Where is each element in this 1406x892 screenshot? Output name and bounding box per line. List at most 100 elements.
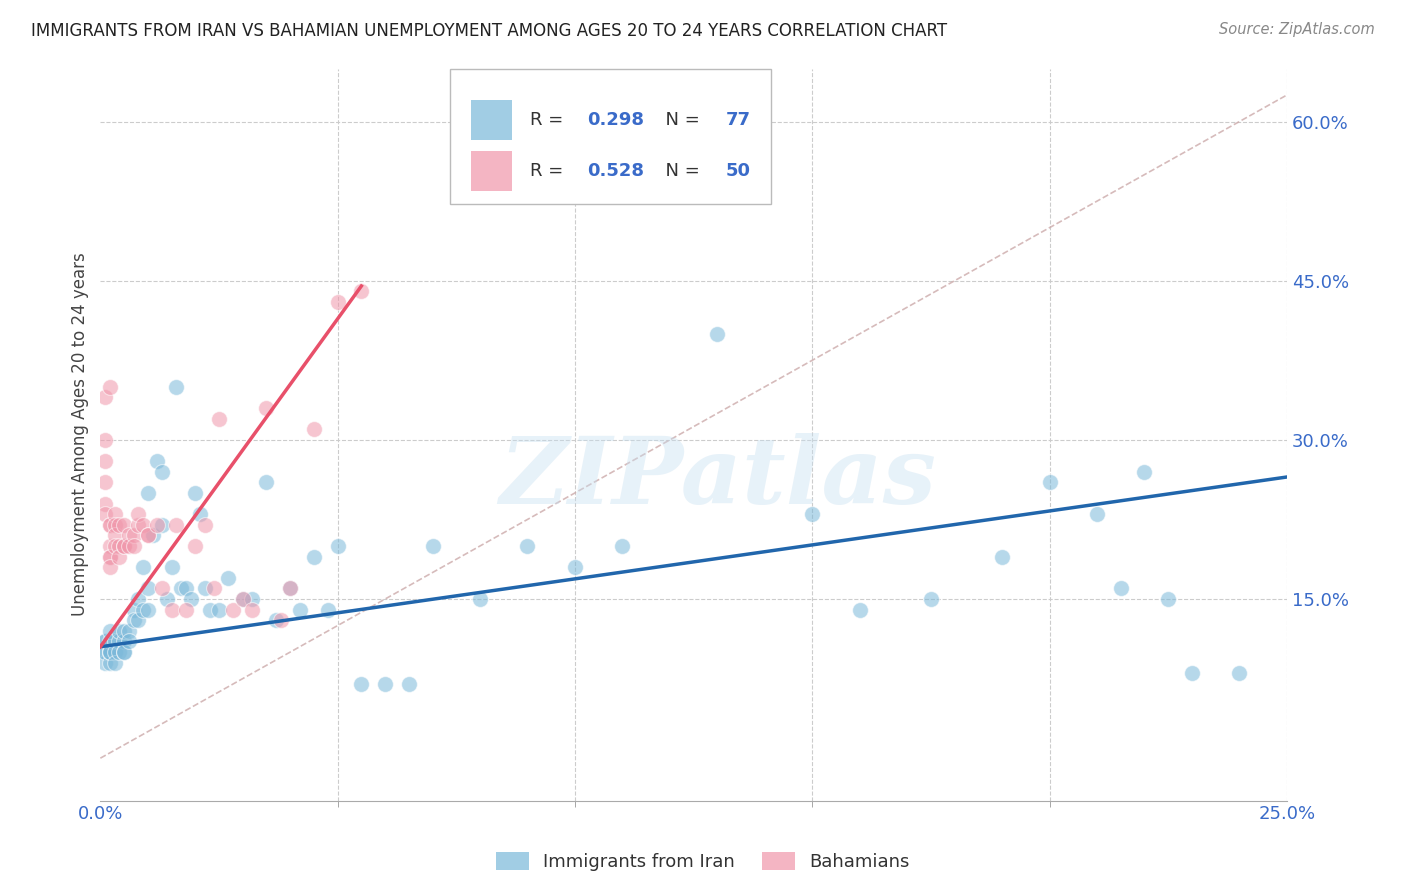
Point	[108, 645, 131, 659]
Text: ZIPatlas: ZIPatlas	[499, 434, 936, 524]
Point	[94, 475, 117, 490]
Point	[98, 517, 121, 532]
Point	[136, 486, 159, 500]
Point	[218, 571, 240, 585]
Point	[118, 624, 141, 638]
Point	[103, 539, 125, 553]
Point	[302, 422, 325, 436]
Point	[94, 645, 117, 659]
Text: 0.298: 0.298	[586, 111, 644, 128]
Point	[256, 401, 278, 415]
Point	[222, 602, 245, 616]
Point	[98, 549, 121, 564]
Point	[136, 582, 159, 596]
Point	[564, 560, 586, 574]
Text: 77: 77	[725, 111, 751, 128]
Point	[920, 592, 942, 607]
Point	[94, 634, 117, 648]
Point	[98, 645, 121, 659]
Text: IMMIGRANTS FROM IRAN VS BAHAMIAN UNEMPLOYMENT AMONG AGES 20 TO 24 YEARS CORRELAT: IMMIGRANTS FROM IRAN VS BAHAMIAN UNEMPLO…	[31, 22, 948, 40]
Point	[326, 295, 349, 310]
FancyBboxPatch shape	[471, 100, 512, 140]
Point	[240, 602, 263, 616]
Text: R =: R =	[530, 111, 569, 128]
Point	[316, 602, 339, 616]
Point	[1133, 465, 1156, 479]
Point	[103, 634, 125, 648]
Point	[112, 539, 135, 553]
Point	[1085, 507, 1108, 521]
Point	[142, 528, 165, 542]
Point	[103, 517, 125, 532]
Point	[108, 539, 131, 553]
Point	[112, 624, 135, 638]
Point	[194, 582, 217, 596]
Point	[232, 592, 254, 607]
Point	[165, 517, 187, 532]
Point	[122, 528, 145, 542]
Point	[98, 656, 121, 670]
Legend: Immigrants from Iran, Bahamians: Immigrants from Iran, Bahamians	[489, 845, 917, 879]
Point	[122, 602, 145, 616]
FancyBboxPatch shape	[471, 151, 512, 191]
Point	[150, 465, 173, 479]
Point	[132, 517, 155, 532]
Point	[184, 539, 207, 553]
Point	[94, 507, 117, 521]
Point	[194, 517, 217, 532]
Point	[98, 624, 121, 638]
Point	[103, 656, 125, 670]
Point	[103, 528, 125, 542]
Point	[108, 549, 131, 564]
Point	[146, 454, 169, 468]
Text: 0.528: 0.528	[586, 162, 644, 180]
Point	[174, 602, 197, 616]
Point	[94, 391, 117, 405]
Text: 50: 50	[725, 162, 751, 180]
Text: N =: N =	[654, 162, 706, 180]
Point	[112, 645, 135, 659]
Point	[132, 560, 155, 574]
Point	[188, 507, 211, 521]
Point	[112, 517, 135, 532]
Y-axis label: Unemployment Among Ages 20 to 24 years: Unemployment Among Ages 20 to 24 years	[72, 252, 89, 616]
Point	[174, 582, 197, 596]
Point	[991, 549, 1014, 564]
Point	[270, 613, 292, 627]
Point	[208, 602, 231, 616]
Point	[127, 592, 149, 607]
Point	[170, 582, 193, 596]
Point	[94, 634, 117, 648]
Point	[127, 517, 149, 532]
Text: Source: ZipAtlas.com: Source: ZipAtlas.com	[1219, 22, 1375, 37]
Point	[98, 539, 121, 553]
Point	[94, 656, 117, 670]
Point	[132, 602, 155, 616]
Point	[94, 433, 117, 447]
Point	[422, 539, 444, 553]
Point	[146, 517, 169, 532]
Point	[468, 592, 491, 607]
Text: R =: R =	[530, 162, 569, 180]
Point	[350, 677, 373, 691]
Point	[103, 645, 125, 659]
Point	[165, 380, 187, 394]
Point	[103, 507, 125, 521]
Point	[288, 602, 311, 616]
Point	[256, 475, 278, 490]
Point	[122, 539, 145, 553]
Point	[1227, 666, 1250, 681]
Point	[118, 634, 141, 648]
Point	[160, 560, 183, 574]
Point	[108, 624, 131, 638]
Point	[398, 677, 420, 691]
Point	[208, 411, 231, 425]
Point	[374, 677, 396, 691]
Point	[264, 613, 287, 627]
Point	[127, 507, 149, 521]
Point	[516, 539, 538, 553]
Point	[801, 507, 824, 521]
Point	[612, 539, 634, 553]
FancyBboxPatch shape	[450, 69, 770, 204]
Point	[160, 602, 183, 616]
